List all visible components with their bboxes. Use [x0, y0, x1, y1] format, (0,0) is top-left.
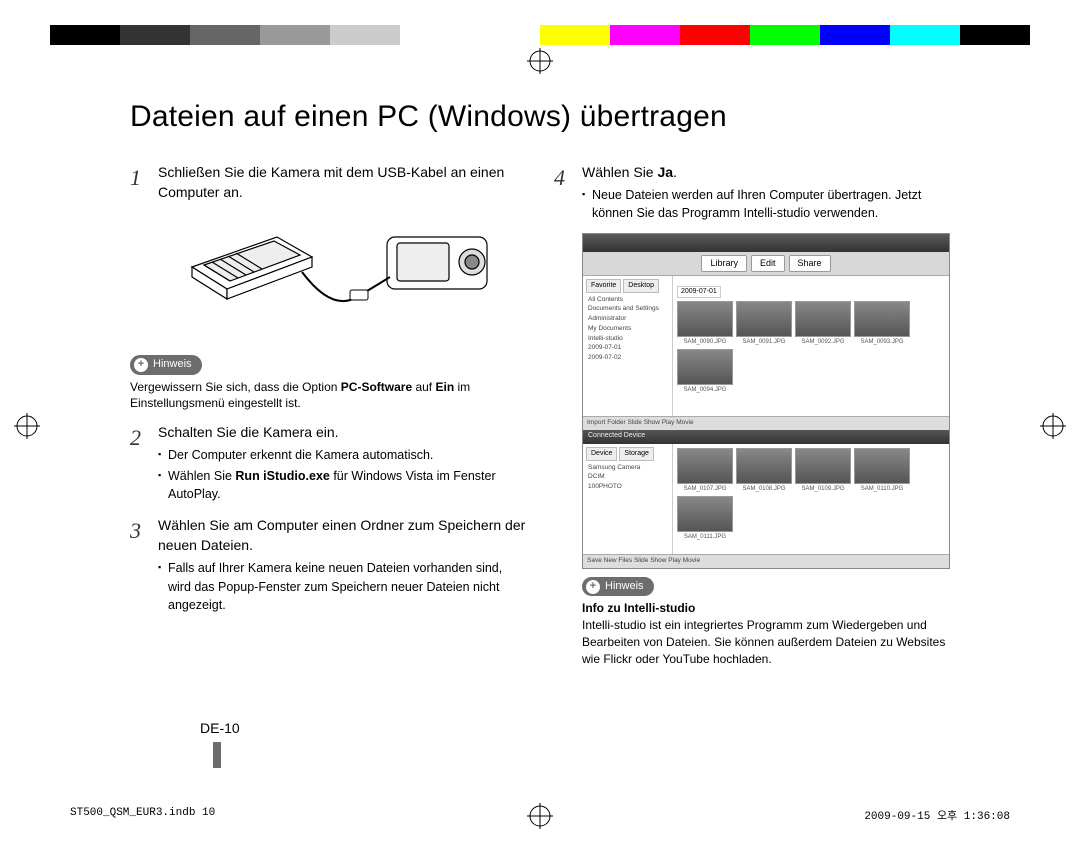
shot-thumbs-bottom: SAM_0107.JPGSAM_0108.JPGSAM_0109.JPGSAM_… [677, 448, 945, 542]
hint-1-text: Vergewissern Sie sich, dass die Option P… [130, 379, 526, 413]
shot-tree-bottom: Samsung Camera DCIM 100PHOTO [586, 463, 669, 492]
tab-edit: Edit [751, 255, 785, 272]
step-text: Wählen Sie Ja. [582, 162, 950, 182]
usb-connection-illustration [182, 217, 502, 327]
page-content: Dateien auf einen PC (Windows) übertrage… [130, 100, 950, 688]
page-title: Dateien auf einen PC (Windows) übertrage… [130, 100, 950, 134]
step-4: 4 Wählen Sie Ja. Neue Dateien werden auf… [554, 162, 950, 678]
info-title: Info zu Intelli-studio [582, 601, 695, 615]
step-text: Wählen Sie am Computer einen Ordner zum … [158, 515, 526, 556]
step-text: Schalten Sie die Kamera ein. [158, 422, 526, 442]
step-4-bullet: Neue Dateien werden auf Ihren Computer ü… [582, 186, 950, 222]
registration-mark-right [1040, 413, 1066, 439]
shot-sidebar-top: FavoriteDesktop All Contents Documents a… [583, 276, 673, 416]
step-2: 2 Schalten Sie die Kamera ein. Der Compu… [130, 422, 526, 505]
registration-mark-top [527, 48, 553, 74]
step-number: 1 [130, 162, 148, 337]
step-3-bullet: Falls auf Ihrer Kamera keine neuen Datei… [158, 559, 526, 613]
shot-footer-top: Import Folder Slide Show Play Movie [583, 416, 949, 430]
shot-date-label: 2009-07-01 [677, 286, 721, 298]
page-number: DE-10 [200, 720, 240, 736]
shot-toolbar: Library Edit Share [583, 252, 949, 276]
shot-sidebar-bottom: DeviceStorage Samsung Camera DCIM 100PHO… [583, 444, 673, 554]
shot-section-connected: Connected Device [583, 430, 949, 444]
step-number: 4 [554, 162, 572, 678]
footer-timestamp: 2009-09-15 오후 1:36:08 [864, 807, 1010, 823]
hint-badge-2: + Hinweis [582, 577, 654, 597]
info-block: Info zu Intelli-studio Intelli-studio is… [582, 600, 950, 667]
left-column: 1 Schließen Sie die Kamera mit dem USB-K… [130, 162, 526, 688]
plus-icon: + [134, 358, 148, 372]
step-number: 3 [130, 515, 148, 616]
shot-titlebar [583, 234, 949, 252]
tab-share: Share [789, 255, 831, 272]
step-number: 2 [130, 422, 148, 505]
plus-icon: + [586, 580, 600, 594]
tab-library: Library [701, 255, 747, 272]
registration-mark-left [14, 413, 40, 439]
color-calibration-bar [50, 25, 1030, 45]
hint-badge-1: + Hinweis [130, 355, 202, 375]
print-footer: ST500_QSM_EUR3.indb 10 2009-09-15 오후 1:3… [70, 807, 1010, 823]
footer-filename: ST500_QSM_EUR3.indb 10 [70, 807, 215, 823]
step-1: 1 Schließen Sie die Kamera mit dem USB-K… [130, 162, 526, 337]
step-2-bullet-1: Der Computer erkennt die Kamera automati… [158, 446, 526, 464]
right-column: 4 Wählen Sie Ja. Neue Dateien werden auf… [554, 162, 950, 688]
shot-thumbs-top: SAM_0090.JPGSAM_0091.JPGSAM_0092.JPGSAM_… [677, 301, 945, 395]
step-3: 3 Wählen Sie am Computer einen Ordner zu… [130, 515, 526, 616]
page-number-bar [213, 742, 221, 768]
info-text: Intelli-studio ist ein integriertes Prog… [582, 618, 945, 666]
intelli-studio-screenshot: Library Edit Share FavoriteDesktop All C… [582, 233, 950, 569]
step-2-bullet-2: Wählen Sie Run iStudio.exe für Windows V… [158, 467, 526, 503]
hint-label: Hinweis [153, 357, 192, 373]
shot-footer-bottom: Save New Files Slide Show Play Movie [583, 554, 949, 568]
step-text: Schließen Sie die Kamera mit dem USB-Kab… [158, 162, 526, 203]
shot-tree-top: All Contents Documents and Settings Admi… [586, 295, 669, 363]
hint-label: Hinweis [605, 579, 644, 595]
